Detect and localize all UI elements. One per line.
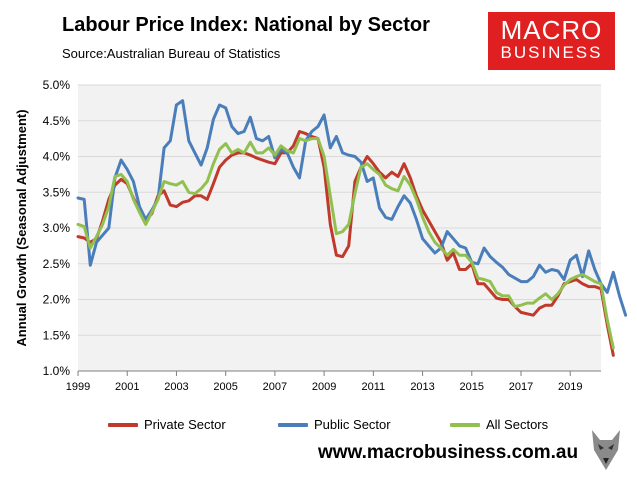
y-tick-label: 4.5% xyxy=(43,114,71,128)
y-tick-label: 2.5% xyxy=(43,257,71,271)
x-axis-ticks: 1999 2001 2003 2005 2007 2009 2011 2013 2015 2017… xyxy=(66,371,582,393)
logo-line1: MACRO xyxy=(500,15,603,45)
y-axis-label: Annual Growth (Seasonal Adjustment) xyxy=(14,109,29,346)
logo-line2: BUSINESS xyxy=(500,43,603,62)
legend-label-all: All Sectors xyxy=(486,417,549,432)
x-tick-label: 2005 xyxy=(213,381,237,393)
x-tick-label: 2013 xyxy=(410,381,434,393)
x-tick-label: 2019 xyxy=(558,381,582,393)
legend-item-all: All Sectors xyxy=(450,417,548,432)
y-tick-label: 3.0% xyxy=(43,221,71,235)
chart-source: Source:Australian Bureau of Statistics xyxy=(62,46,281,61)
y-tick-label: 2.0% xyxy=(43,293,71,307)
x-tick-label: 2009 xyxy=(312,381,336,393)
legend-swatch-all xyxy=(450,422,480,427)
x-tick-label: 1999 xyxy=(66,381,90,393)
wolf-icon xyxy=(592,430,620,470)
x-tick-label: 2011 xyxy=(362,381,386,393)
x-tick-label: 2003 xyxy=(164,381,188,393)
series-line-all-sectors xyxy=(76,137,615,350)
x-tick-label: 2017 xyxy=(509,381,533,393)
legend-item-public: Public Sector xyxy=(278,417,391,432)
y-tick-label: 3.5% xyxy=(43,185,71,199)
legend-label-private: Private Sector xyxy=(144,417,226,432)
legend-swatch-private xyxy=(108,422,138,427)
legend-item-private: Private Sector xyxy=(108,417,226,432)
grid-lines xyxy=(78,84,601,372)
legend: Private Sector Public Sector All Sectors xyxy=(0,417,637,435)
y-tick-label: 5.0% xyxy=(43,78,71,92)
website-url: www.macrobusiness.com.au xyxy=(318,442,579,463)
y-tick-label: 1.5% xyxy=(43,328,71,342)
macrobusiness-logo: MACRO BUSINESS xyxy=(488,12,615,70)
chart-title: Labour Price Index: National by Sector xyxy=(62,14,430,36)
legend-label-public: Public Sector xyxy=(314,417,391,432)
series-line-private-sector xyxy=(76,130,615,357)
x-tick-label: 2001 xyxy=(115,381,139,393)
legend-swatch-public xyxy=(278,422,308,427)
y-tick-label: 1.0% xyxy=(43,364,71,378)
y-axis-ticks: 1.0% 1.5% 2.0% 2.5% 3.0% 3.5% 4.0% 4.5% 5.0% xyxy=(43,78,71,378)
x-tick-label: 2015 xyxy=(460,381,484,393)
y-tick-label: 4.0% xyxy=(43,150,71,164)
x-tick-label: 2007 xyxy=(263,381,287,393)
series-lines xyxy=(76,99,628,357)
series-line-public-sector xyxy=(76,99,628,317)
